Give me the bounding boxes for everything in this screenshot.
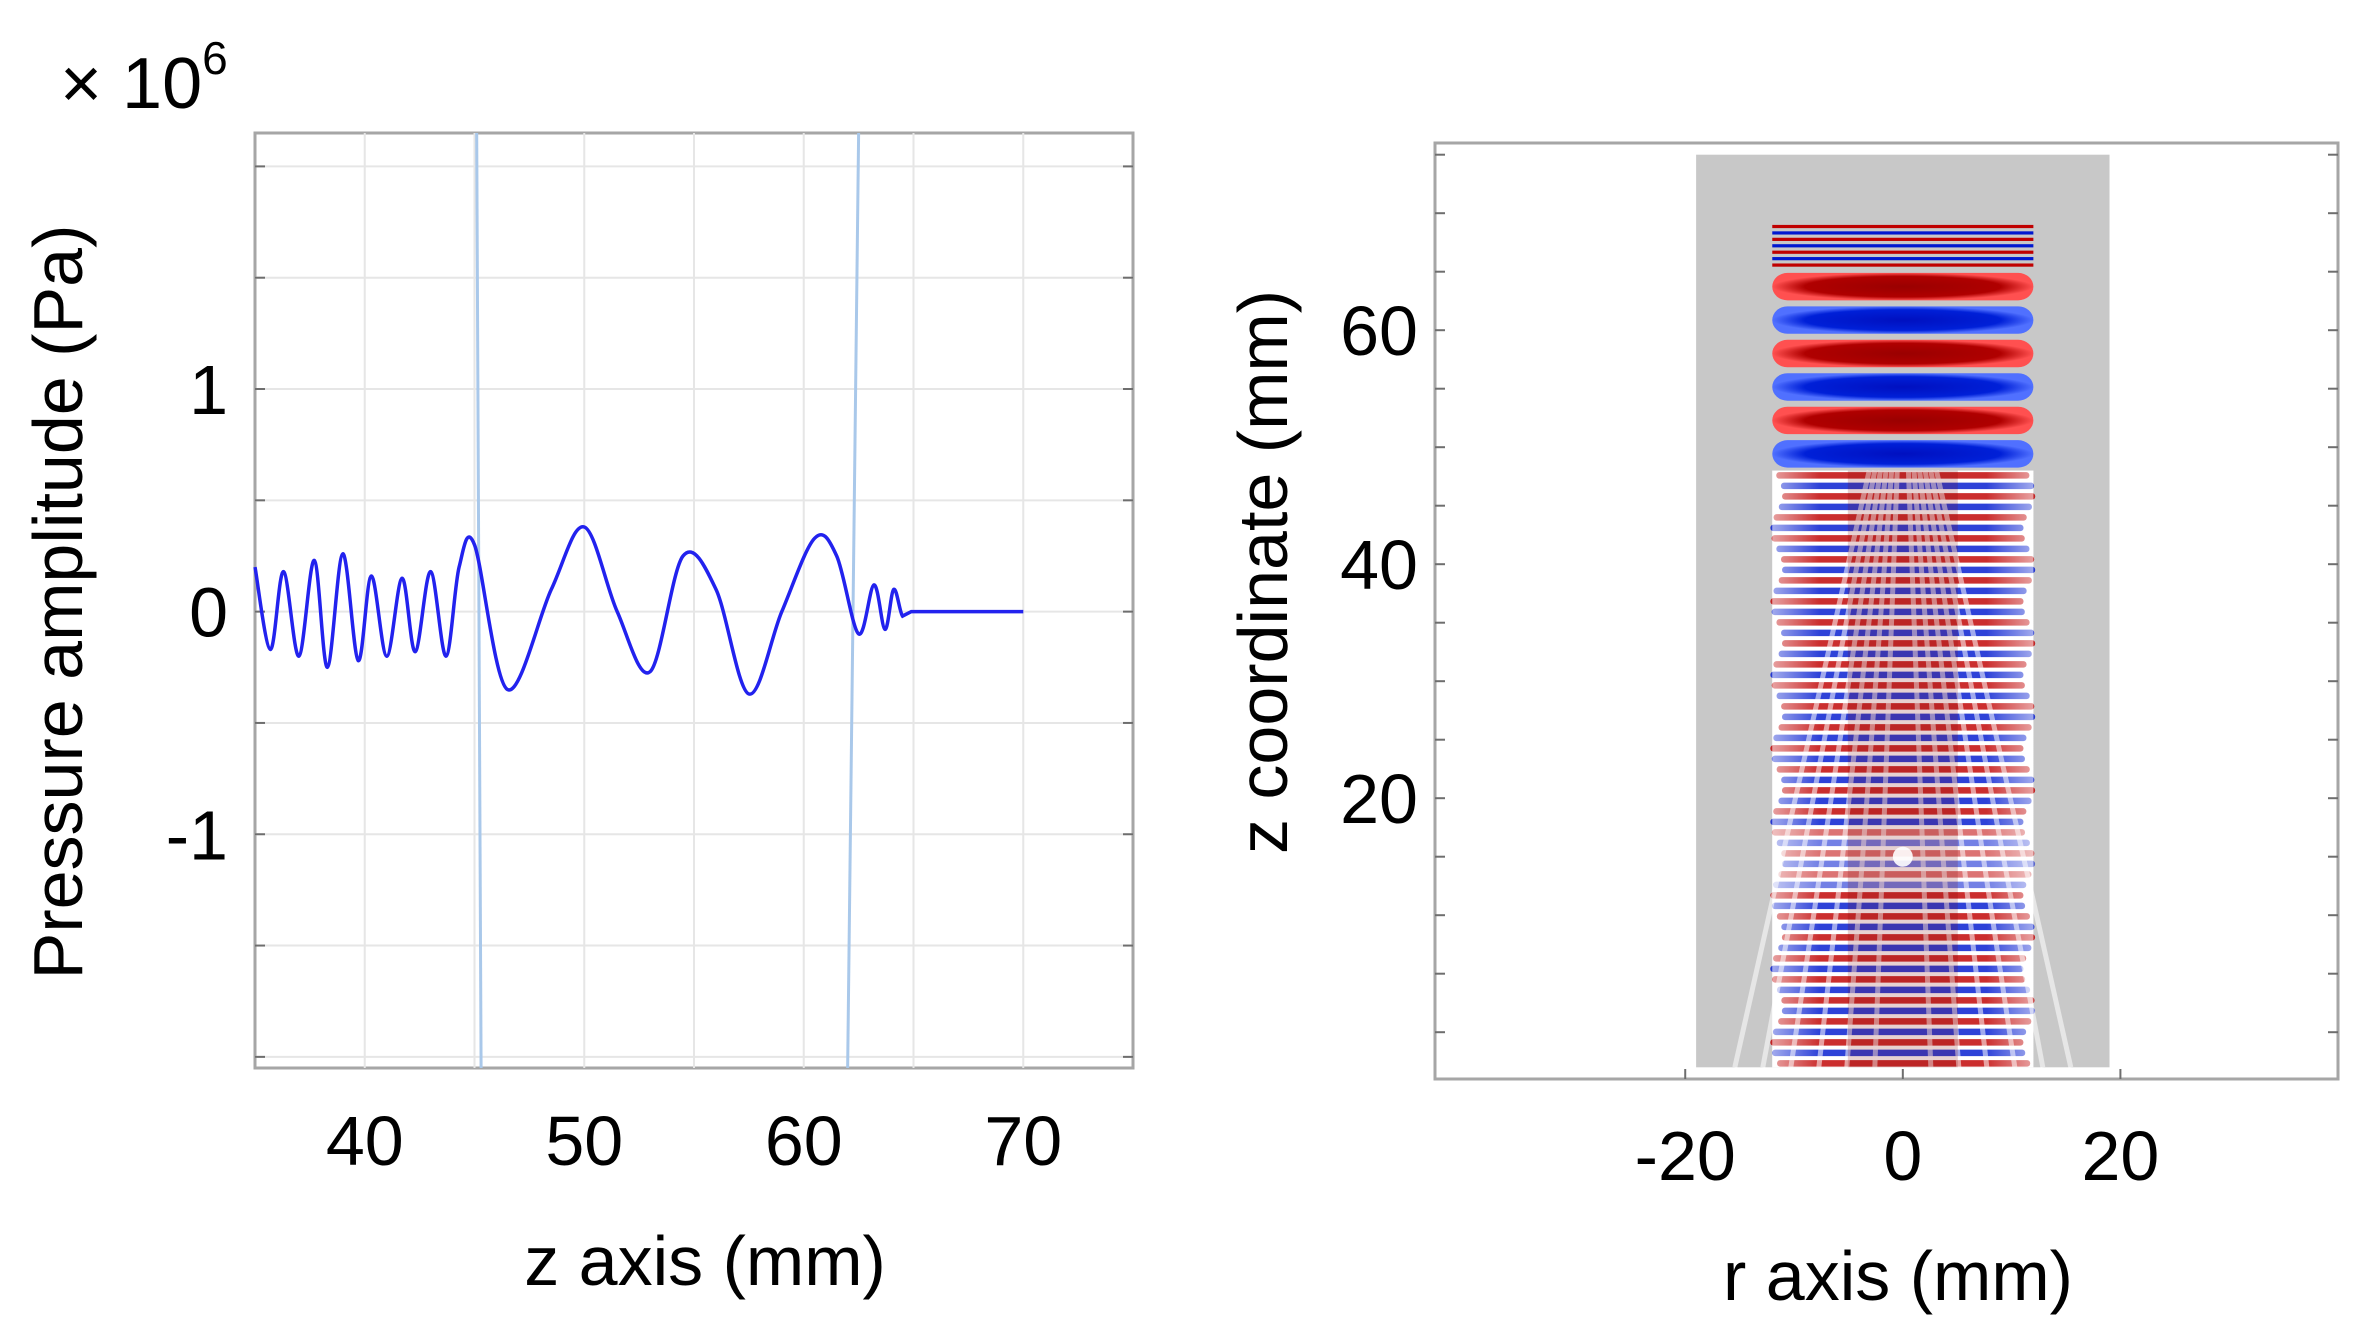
- y-tick-label: -1: [166, 796, 228, 874]
- x-tick-label: 0: [1883, 1117, 1922, 1195]
- y-tick-label: 40: [1340, 526, 1418, 604]
- y-tick-label: 20: [1340, 760, 1418, 838]
- line-chart-vertical-markers: [475, 132, 861, 1069]
- x-tick-label: 50: [545, 1102, 623, 1180]
- wave-lobe-negative: [1772, 373, 2034, 401]
- wave-lobe-positive: [1772, 339, 2034, 368]
- heatmap-x-tick-labels: -20 0 20: [1635, 1117, 2160, 1195]
- wave-stripe-thin: [1772, 250, 2034, 254]
- wave-lobe-negative: [1772, 440, 2034, 468]
- y-tick-label: 0: [189, 574, 228, 652]
- y-tick-label: 1: [189, 351, 228, 429]
- wave-stripe-thin: [1772, 257, 2034, 261]
- wave-lobe-positive: [1772, 272, 2034, 301]
- heatmap-y-tick-labels: 60 40 20: [1340, 292, 1418, 838]
- x-tick-label: -20: [1635, 1117, 1736, 1195]
- y-tick-label: 60: [1340, 292, 1418, 370]
- x-tick-label: 20: [2081, 1117, 2159, 1195]
- y-multiplier-exponent: 6: [202, 32, 228, 84]
- wave-field: [1732, 224, 2074, 1068]
- x-tick-label: 60: [765, 1102, 843, 1180]
- line-chart-y-tick-labels: 1 0 -1: [166, 351, 228, 874]
- line-chart-x-tick-labels: 40 50 60 70: [326, 1102, 1062, 1180]
- vertical-marker-line: [846, 132, 861, 1069]
- wave-stripe-thin: [1772, 237, 2034, 241]
- y-multiplier-base: × 10: [60, 44, 202, 124]
- wave-stripe-thin: [1772, 224, 2034, 229]
- x-tick-label: 40: [326, 1102, 404, 1180]
- pressure-series-line: [253, 525, 1024, 696]
- pressure-line-chart: 40 50 60 70 1 0 -1 × 106 z axis (mm) Pressure…: [19, 32, 1135, 1300]
- wave-lobe-positive: [1772, 406, 2034, 435]
- heatmap-tick-marks: [1435, 153, 2338, 1079]
- wave-stripe-thin: [1772, 231, 2034, 235]
- wave-stripe-thin: [1772, 263, 2034, 267]
- heatmap-x-axis-label: r axis (mm): [1723, 1237, 2073, 1315]
- heatmap-y-axis-label: z coordinate (mm): [1224, 290, 1302, 854]
- x-tick-label: 70: [984, 1102, 1062, 1180]
- line-chart-x-axis-label: z axis (mm): [524, 1222, 886, 1300]
- line-chart-grid: [255, 133, 1133, 1068]
- pressure-field-heatmap: -20 0 20 60 40 20 r axis (mm) z coordinate (…: [1224, 141, 2340, 1315]
- wave-lobe-negative: [1772, 306, 2034, 334]
- line-chart-y-multiplier: × 106: [60, 32, 228, 124]
- wave-edge-overlay: [1772, 470, 2034, 1068]
- wave-stripe-thin: [1772, 244, 2034, 248]
- vertical-marker-line: [475, 132, 483, 1069]
- line-chart-y-axis-label: Pressure amplitude (Pa): [19, 225, 97, 980]
